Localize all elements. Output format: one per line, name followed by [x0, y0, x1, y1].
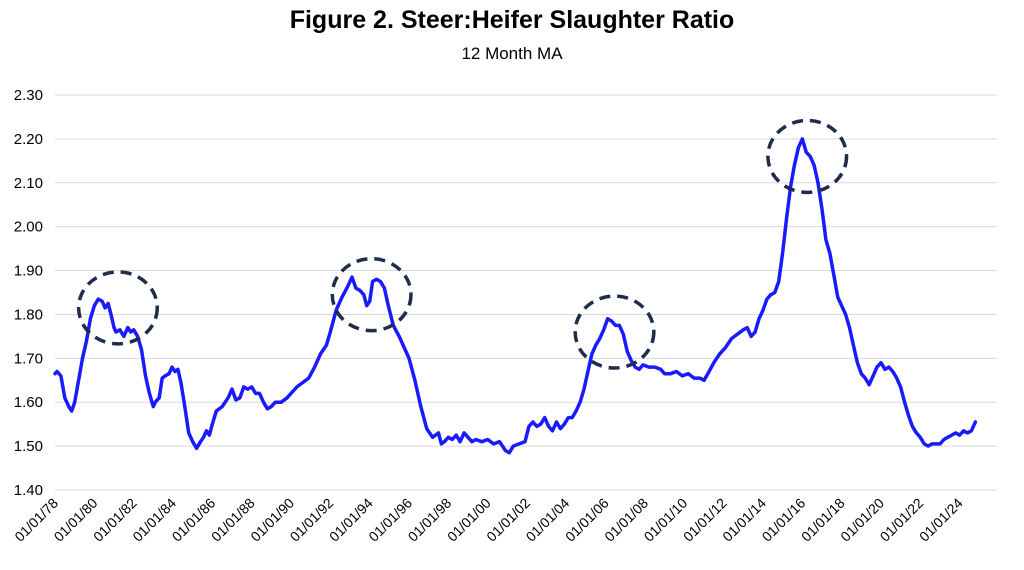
y-tick-label: 1.50 — [14, 438, 43, 455]
chart-subtitle: 12 Month MA — [461, 44, 563, 63]
chart-title: Figure 2. Steer:Heifer Slaughter Ratio — [289, 6, 735, 34]
annotation-ellipse — [573, 294, 656, 370]
series-line — [53, 137, 978, 455]
annotation-ellipse — [76, 270, 160, 346]
annotation-ellipse — [330, 256, 413, 333]
annotation-ellipses — [76, 118, 849, 370]
y-tick-label: 2.00 — [14, 219, 43, 236]
y-tick-label: 2.10 — [14, 175, 43, 192]
data-series — [53, 137, 978, 455]
y-tick-label: 1.40 — [14, 482, 43, 499]
y-tick-label: 1.70 — [14, 350, 43, 367]
y-tick-label: 1.60 — [14, 394, 43, 411]
y-tick-label: 2.20 — [14, 131, 43, 148]
y-tick-label: 2.30 — [14, 87, 43, 104]
y-axis-ticks: 1.40 1.50 1.60 1.70 1.80 1.90 2.00 2.10 2.20 2.30 — [14, 87, 43, 499]
y-tick-label: 1.90 — [14, 263, 43, 280]
x-axis-ticks: 01/01/7801/01/8001/01/8201/01/8401/01/86… — [11, 495, 966, 545]
x-tick-label: 01/01/24 — [916, 495, 966, 545]
y-tick-label: 1.80 — [14, 306, 43, 323]
annotation-ellipse — [766, 118, 849, 195]
